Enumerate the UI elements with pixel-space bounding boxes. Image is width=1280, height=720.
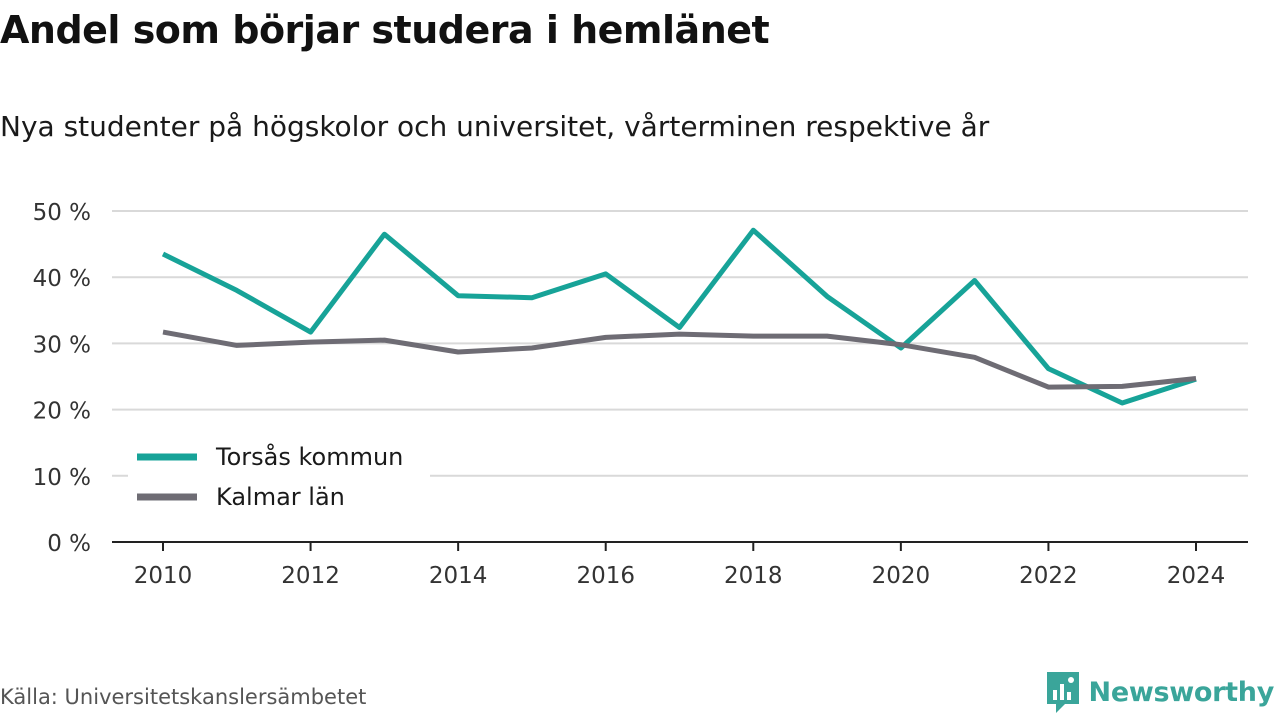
series-line-torsas: [161, 227, 1197, 406]
legend-label: Torsås kommun: [215, 442, 403, 471]
source-note: Källa: Universitetskanslersämbetet: [0, 685, 367, 709]
y-tick-label: 0 %: [47, 531, 91, 557]
brand-logo: Newsworthy: [1045, 670, 1274, 714]
y-tick-label: 20 %: [33, 399, 91, 425]
legend-label: Kalmar län: [216, 483, 345, 511]
x-tick-label: 2014: [429, 563, 488, 589]
y-tick-label: 50 %: [33, 200, 91, 226]
series-line-kalmar: [162, 329, 1197, 390]
chart-subtitle: Nya studenter på högskolor och universit…: [0, 110, 990, 143]
x-tick-label: 2024: [1167, 563, 1226, 589]
x-tick-label: 2012: [281, 563, 340, 589]
chart-title: Andel som börjar studera i hemlänet: [0, 8, 770, 52]
y-tick-label: 10 %: [33, 465, 91, 491]
y-tick-label: 30 %: [33, 332, 91, 358]
brand-name: Newsworthy: [1088, 676, 1275, 708]
bar-chart-speech-bubble-icon: [1046, 672, 1079, 713]
x-tick-label: 2022: [1019, 563, 1078, 589]
x-tick-label: 2016: [576, 563, 635, 589]
y-tick-label: 40 %: [33, 266, 91, 292]
x-tick-label: 2010: [134, 563, 193, 589]
x-tick-label: 2020: [872, 563, 931, 589]
x-tick-label: 2018: [724, 563, 783, 589]
legend-box: [128, 432, 430, 522]
